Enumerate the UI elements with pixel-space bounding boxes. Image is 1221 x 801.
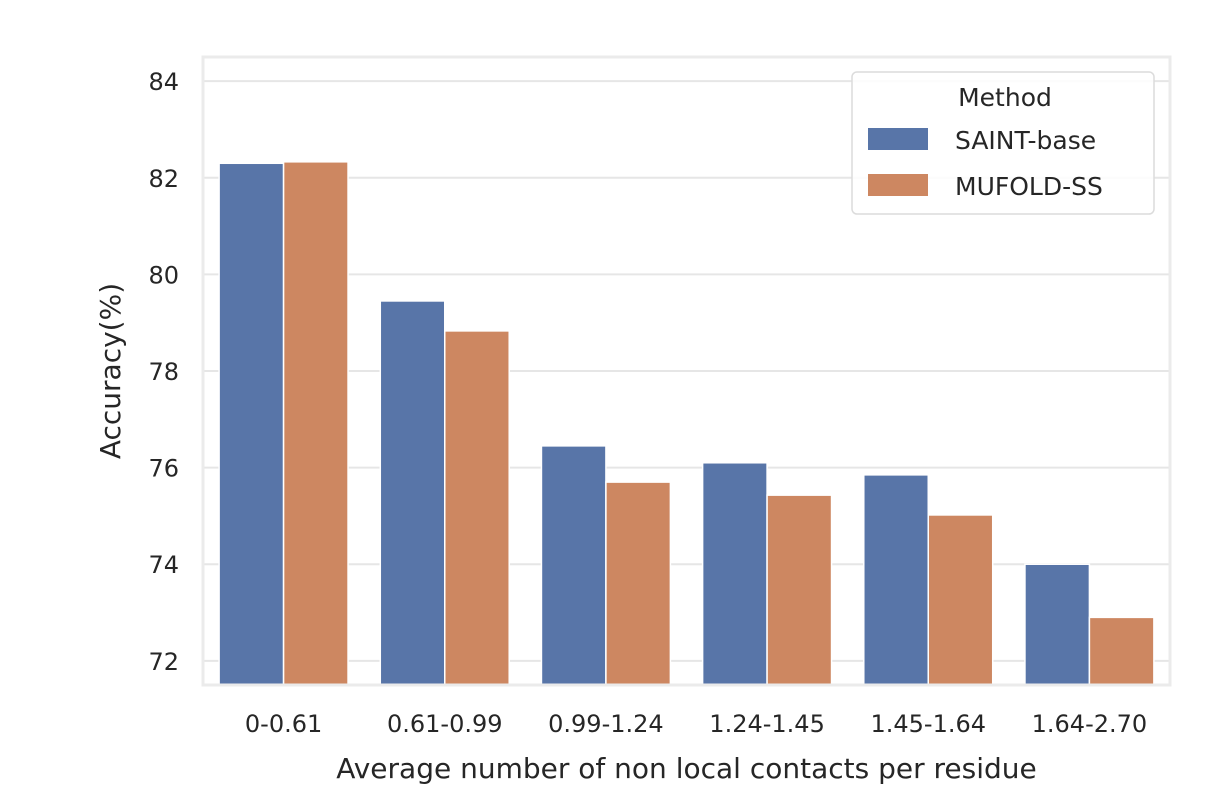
bar-mufold-ss-3: [605, 481, 672, 686]
legend-items: SAINT-base MUFOLD-SS: [868, 126, 1103, 201]
y-tick-label: 74: [148, 551, 179, 579]
legend-swatch: [868, 128, 928, 150]
y-tick-labels: 72 74 76 78 80 82 84: [148, 68, 179, 676]
bar-saint-base-6: [1024, 563, 1091, 686]
legend-swatch: [868, 174, 928, 196]
y-tick-label: 80: [148, 261, 179, 289]
bar-saint-base-1: [218, 162, 285, 686]
bar-saint-base-2: [379, 300, 446, 686]
y-tick-label: 76: [148, 455, 179, 483]
legend-label: SAINT-base: [955, 126, 1096, 155]
bar-mufold-ss-6: [1088, 616, 1155, 686]
y-tick-label: 72: [148, 648, 179, 676]
bar-saint-base-3: [540, 445, 607, 686]
x-tick-label: 0.61-0.99: [387, 710, 503, 738]
y-tick-label: 84: [148, 68, 179, 96]
y-tick-label: 82: [148, 165, 179, 193]
x-tick-label: 1.64-2.70: [1032, 710, 1148, 738]
x-axis-label: Average number of non local contacts per…: [336, 752, 1037, 785]
y-axis-label: Accuracy(%): [94, 283, 127, 459]
y-tick-label: 78: [148, 358, 179, 386]
x-tick-label: 1.24-1.45: [709, 710, 825, 738]
x-tick-label: 0.99-1.24: [548, 710, 664, 738]
bar-mufold-ss-5: [927, 514, 994, 686]
legend-title: Method: [958, 83, 1052, 112]
legend: Method SAINT-base MUFOLD-SS: [851, 71, 1155, 215]
x-tick-label: 0-0.61: [245, 710, 322, 738]
bar-mufold-ss-1: [282, 161, 349, 686]
bar-saint-base-5: [863, 474, 929, 686]
bar-mufold-ss-2: [444, 330, 510, 686]
bar-saint-base-4: [701, 462, 768, 686]
x-tick-label: 1.45-1.64: [870, 710, 986, 738]
x-tick-labels: 0-0.61 0.61-0.99 0.99-1.24 1.24-1.45 1.45-1.…: [245, 710, 1147, 738]
bar-mufold-ss-4: [766, 494, 833, 686]
legend-label: MUFOLD-SS: [955, 172, 1103, 201]
plot-frame: [201, 55, 1172, 687]
